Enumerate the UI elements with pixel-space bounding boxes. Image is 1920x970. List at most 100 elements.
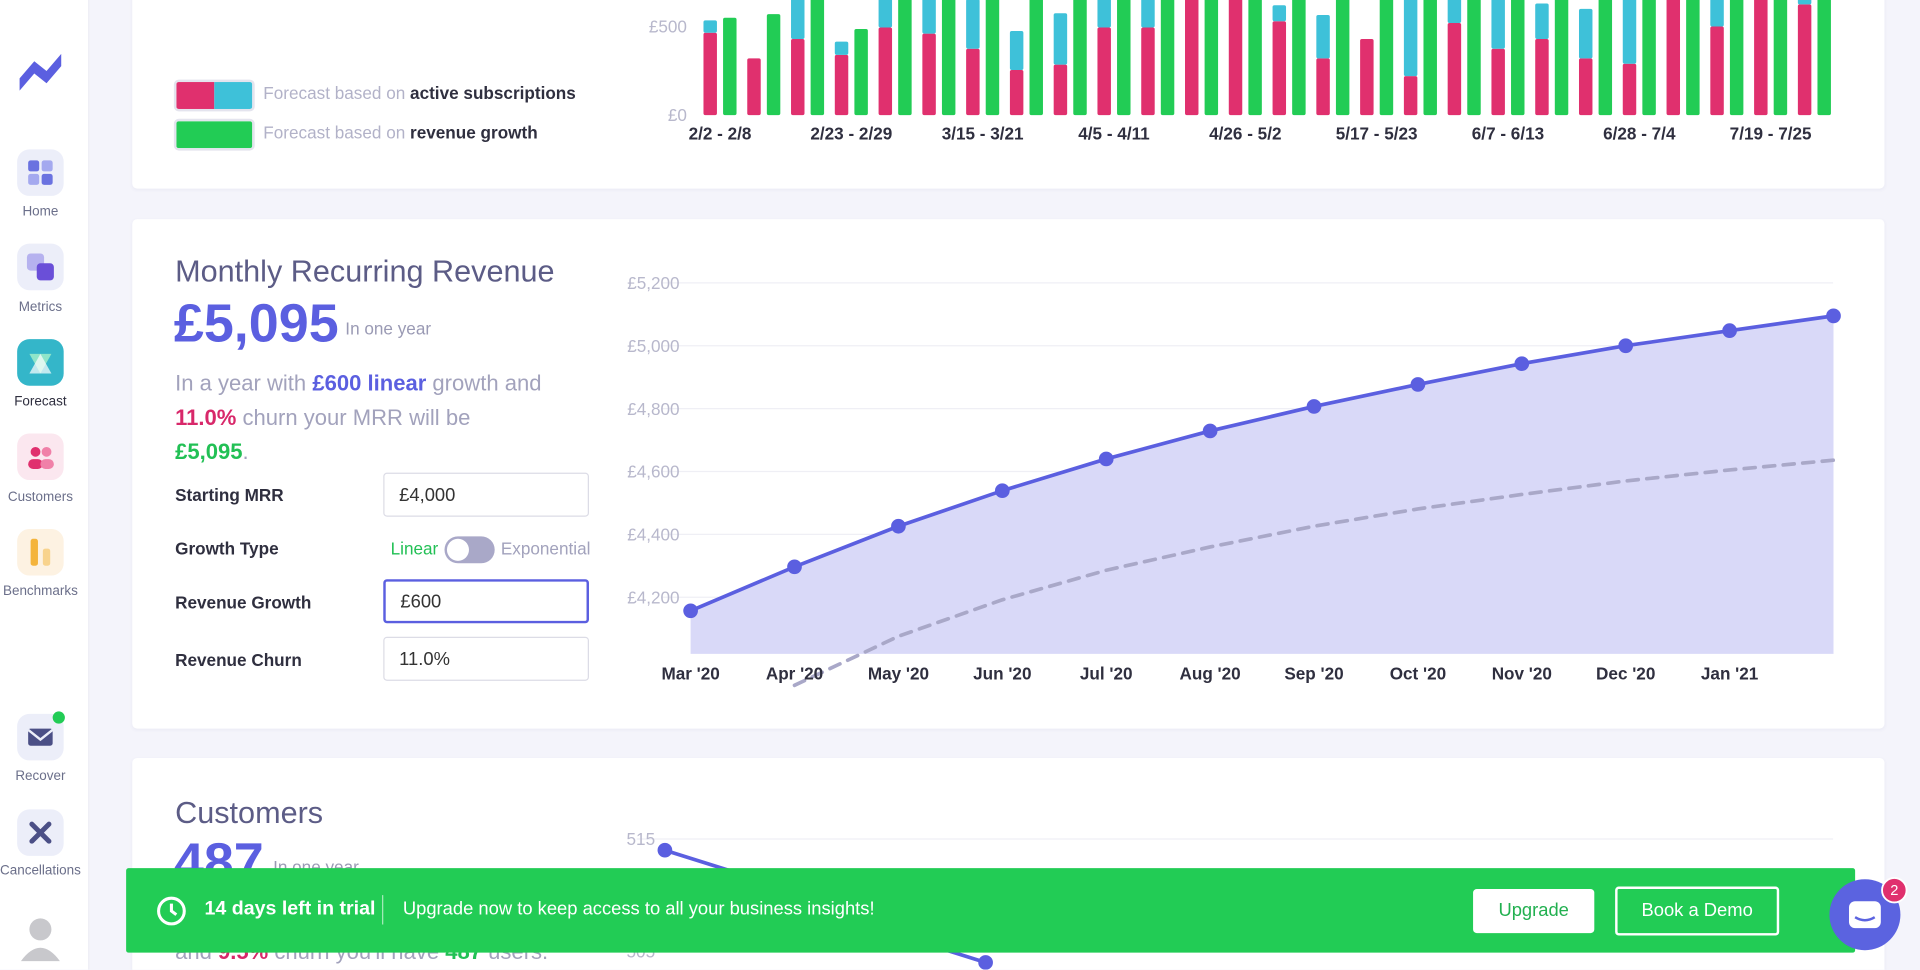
- bar-segment: [1141, 0, 1155, 28]
- bar-segment: [791, 0, 805, 39]
- point: [1514, 356, 1530, 372]
- highlight: £5,095: [175, 439, 243, 465]
- chat-button[interactable]: 2: [1825, 872, 1911, 958]
- toggle[interactable]: [444, 536, 495, 564]
- text-input[interactable]: £600: [383, 579, 589, 624]
- bar-segment: [1447, 0, 1462, 24]
- bar-segment: [1535, 38, 1549, 116]
- bar-segment: [898, 0, 912, 116]
- bar-segment: [1316, 58, 1330, 116]
- x-tick-label: Oct '20: [1390, 664, 1446, 684]
- y-tick-label: £4,600: [627, 462, 679, 482]
- bar-segment: [1228, 0, 1243, 116]
- nav-label[interactable]: Metrics: [18, 300, 63, 315]
- text: churn your MRR will be: [236, 405, 471, 430]
- toggle-option[interactable]: Linear: [390, 538, 439, 559]
- bar-segment: [1097, 27, 1111, 116]
- forecast-icon[interactable]: [17, 339, 64, 386]
- bar-segment: [1423, 0, 1437, 116]
- bar-segment: [1773, 0, 1788, 116]
- bar-segment: [747, 58, 761, 116]
- bar-segment: [1491, 48, 1505, 116]
- x-tick-label: Aug '20: [1180, 664, 1241, 684]
- bar-segment: [1554, 0, 1569, 116]
- nav-label[interactable]: Cancellations: [0, 863, 81, 878]
- big-value: £5,095: [173, 293, 339, 354]
- bar-segment: [1141, 27, 1155, 116]
- y-tick-label: £4,400: [627, 525, 679, 545]
- bar-segment: [1797, 4, 1812, 116]
- bar-segment: [1754, 0, 1768, 116]
- y-tick-label: £5,200: [627, 273, 679, 293]
- bar-segment: [1578, 58, 1593, 116]
- highlight: 11.0%: [175, 405, 237, 430]
- bar-segment: [1272, 5, 1287, 22]
- nav-label[interactable]: Recover: [15, 768, 66, 784]
- point: [787, 559, 802, 575]
- x-tick-label: Nov '20: [1492, 664, 1552, 684]
- divider: [382, 895, 384, 925]
- bar-segment: [1053, 64, 1068, 116]
- avatar[interactable]: [18, 912, 62, 962]
- bar-segment: [1578, 8, 1593, 59]
- text-input[interactable]: 11.0%: [383, 636, 589, 681]
- bar-segment: [1009, 30, 1024, 70]
- bar-segment: [1204, 0, 1219, 116]
- dashed-line: [792, 458, 1836, 688]
- x-tick-label: 3/15 - 3/21: [942, 124, 1024, 144]
- bar-segment: [1447, 23, 1462, 116]
- bar-segment: [1292, 0, 1306, 116]
- bar-segment: [985, 0, 1000, 116]
- bar-segment: [1797, 0, 1812, 5]
- point: [1202, 423, 1218, 439]
- bar-segment: [1403, 0, 1418, 77]
- bar-segment: [1073, 0, 1087, 116]
- bar-segment: [1598, 0, 1613, 116]
- text-input[interactable]: £4,000: [383, 472, 589, 517]
- chat-badge: 2: [1890, 883, 1898, 899]
- nav-label[interactable]: Benchmarks: [2, 584, 78, 599]
- bar-segment: [1097, 0, 1111, 28]
- legend-entry: Forecast based on active subscriptions: [263, 83, 576, 103]
- y-tick-label: £4,800: [627, 399, 679, 419]
- customers-icon[interactable]: [17, 433, 64, 481]
- bar-segment: [941, 0, 956, 116]
- bar-segment: [1009, 69, 1024, 116]
- home-icon[interactable]: [17, 149, 64, 196]
- nav-label[interactable]: Customers: [7, 489, 73, 505]
- legend-swatch: [173, 79, 255, 112]
- bar-segment: [1272, 21, 1287, 116]
- bar-segment: [1117, 0, 1131, 116]
- upgrade-button[interactable]: Upgrade: [1473, 888, 1595, 934]
- x-tick-label: 2/23 - 2/29: [810, 124, 892, 144]
- bar-segment: [922, 33, 936, 116]
- field-label: Revenue Growth: [175, 592, 312, 613]
- cancellations-icon[interactable]: [17, 809, 64, 856]
- x-tick-label: Jun '20: [973, 664, 1031, 684]
- point: [994, 483, 1010, 499]
- x-tick-label: Apr '20: [766, 664, 823, 684]
- bar-segment: [878, 0, 893, 28]
- benchmarks-icon[interactable]: [17, 528, 64, 576]
- demo-button[interactable]: Book a Demo: [1615, 886, 1780, 936]
- clock-icon: [157, 896, 186, 926]
- bar-segment: [922, 0, 936, 34]
- logo[interactable]: [15, 47, 66, 96]
- summary: In a year with £600 linear growth and 11…: [175, 366, 548, 469]
- x-tick-label: 5/17 - 5/23: [1336, 124, 1418, 144]
- legend-text: Forecast based on: [263, 83, 406, 103]
- bar-segment: [1360, 38, 1374, 116]
- nav-label[interactable]: Forecast: [14, 394, 67, 409]
- bar-segment: [966, 0, 980, 49]
- status-dot: [52, 711, 65, 724]
- bar-segment: [1379, 0, 1394, 116]
- toggle-option[interactable]: Exponential: [500, 538, 591, 559]
- nav-label[interactable]: Home: [22, 204, 59, 220]
- text: .: [242, 439, 249, 465]
- metrics-icon[interactable]: [17, 243, 64, 291]
- bar-segment: [1467, 0, 1481, 116]
- text: growth and: [426, 371, 542, 396]
- bar-segment: [1729, 0, 1744, 116]
